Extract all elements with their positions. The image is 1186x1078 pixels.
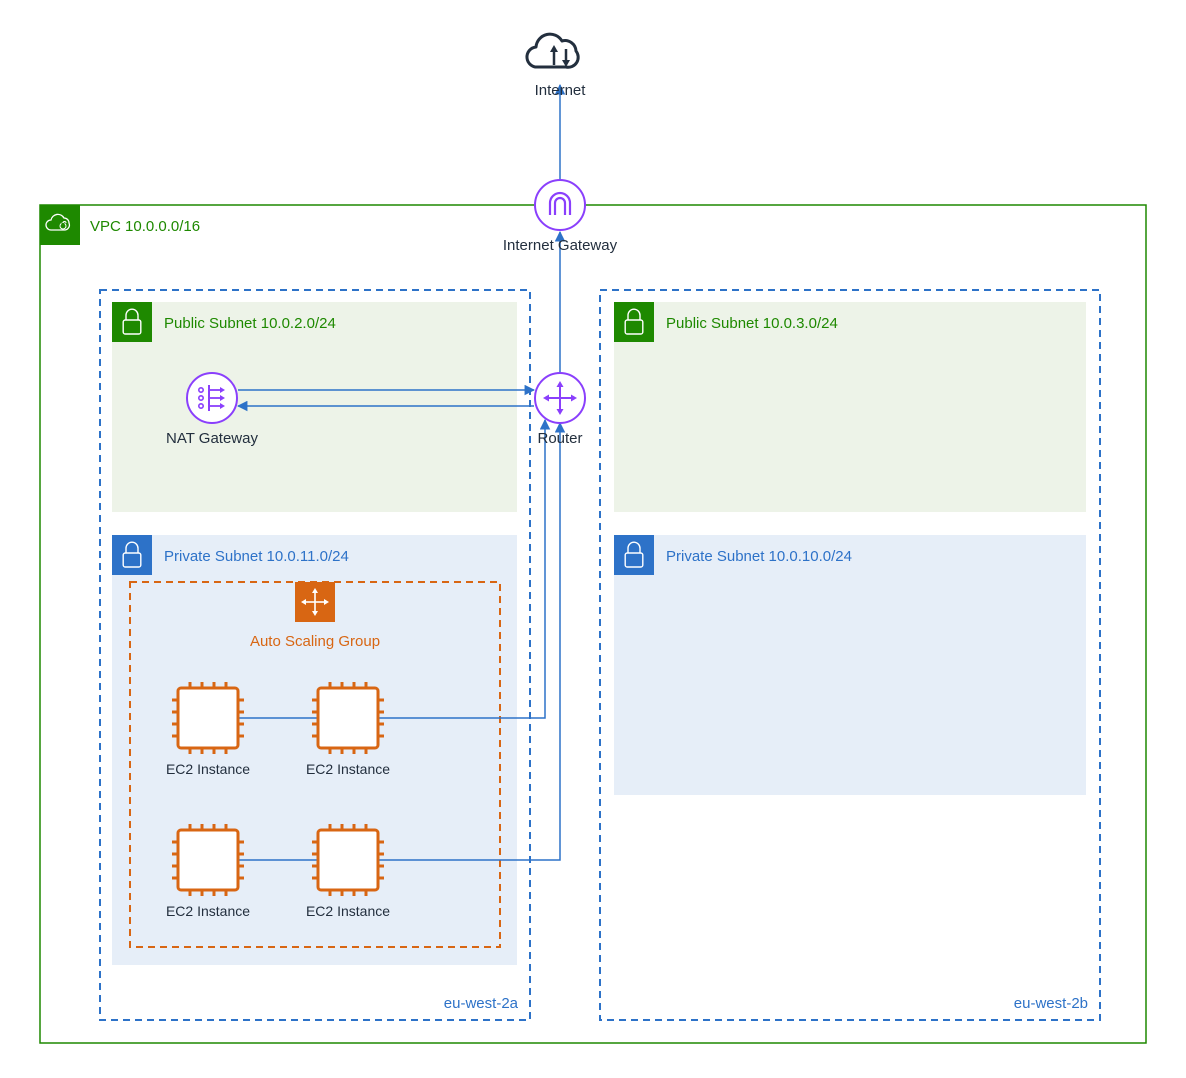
subnet-label: Public Subnet 10.0.3.0/24 xyxy=(666,315,838,332)
internet-gateway: Internet Gateway xyxy=(503,180,618,254)
az-label: eu-west-2a xyxy=(444,995,519,1012)
router-label: Router xyxy=(537,430,582,447)
router: Router xyxy=(535,373,585,447)
subnet-label: Public Subnet 10.0.2.0/24 xyxy=(164,315,336,332)
private-subnet: Private Subnet 10.0.10.0/24 xyxy=(614,535,1086,795)
public-subnet: Public Subnet 10.0.2.0/24 xyxy=(112,302,517,512)
ec2-label: EC2 Instance xyxy=(166,903,250,919)
internet-label: Internet xyxy=(535,82,587,99)
ec2-instance: EC2 Instance xyxy=(166,824,250,919)
vpc-label: VPC 10.0.0.0/16 xyxy=(90,218,200,235)
subnet-label: Private Subnet 10.0.11.0/24 xyxy=(164,548,349,565)
asg-label: Auto Scaling Group xyxy=(250,633,380,650)
nat-gateway-label: NAT Gateway xyxy=(166,430,258,447)
ec2-instance: EC2 Instance xyxy=(306,682,390,777)
aws-vpc-architecture-diagram: VPC 10.0.0.0/16 eu-west-2a eu-west-2b Publi… xyxy=(0,0,1186,1078)
ec2-instance: EC2 Instance xyxy=(306,824,390,919)
internet-gateway-label: Internet Gateway xyxy=(503,237,618,254)
subnet-label: Private Subnet 10.0.10.0/24 xyxy=(666,548,852,565)
az-label: eu-west-2b xyxy=(1014,995,1088,1012)
ec2-label: EC2 Instance xyxy=(166,761,250,777)
public-subnet: Public Subnet 10.0.3.0/24 xyxy=(614,302,1086,512)
ec2-label: EC2 Instance xyxy=(306,761,390,777)
internet-node: Internet xyxy=(527,34,586,99)
ec2-instance: EC2 Instance xyxy=(166,682,250,777)
ec2-label: EC2 Instance xyxy=(306,903,390,919)
